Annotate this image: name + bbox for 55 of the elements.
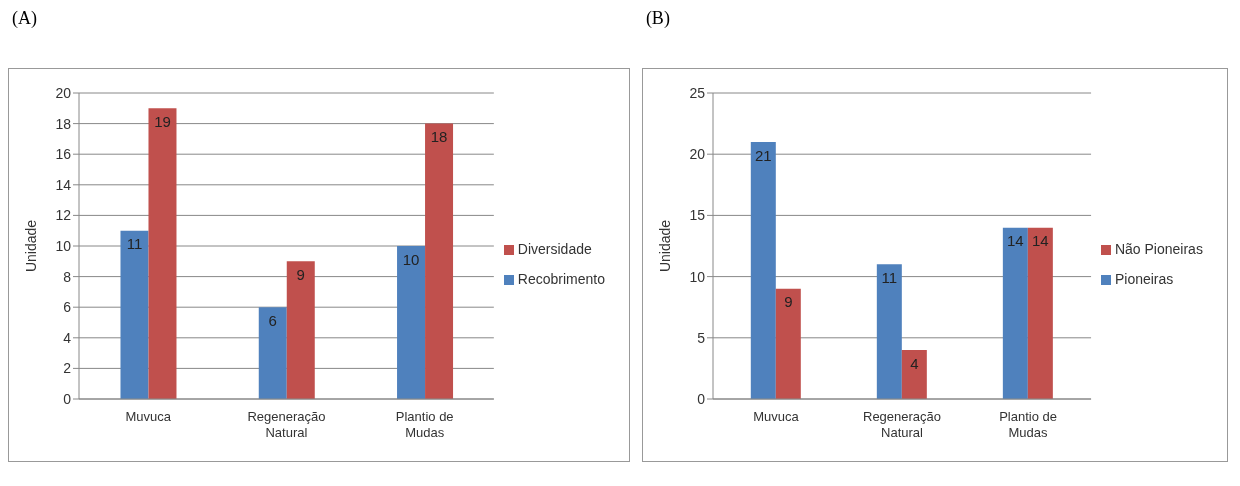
data-label: 14 — [1006, 232, 1024, 250]
y-tick-label: 8 — [63, 268, 72, 285]
y-tick-label: 16 — [55, 146, 72, 163]
data-label: 6 — [268, 311, 277, 329]
y-tick-label: 20 — [689, 146, 706, 163]
data-label: 4 — [910, 354, 919, 372]
y-tick-label: 20 — [55, 84, 72, 101]
bar — [901, 350, 927, 399]
data-label: 9 — [784, 293, 793, 311]
y-axis-title: Unidade — [22, 219, 39, 273]
bar — [148, 108, 177, 399]
y-tick-label: 2 — [63, 360, 72, 377]
bar — [750, 141, 776, 399]
bar — [876, 264, 902, 399]
legend-label: Não Pioneiras — [1114, 241, 1203, 257]
y-tick-label: 14 — [55, 176, 72, 193]
data-label: 19 — [154, 112, 171, 130]
x-tick-label: Regeneração Natural — [862, 409, 941, 440]
y-tick-label: 10 — [689, 268, 706, 285]
y-axis-title: Unidade — [656, 219, 673, 273]
x-tick-label: Plantio de Mudas — [999, 409, 1057, 440]
data-label: 11 — [126, 235, 143, 253]
y-tick-label: 15 — [689, 207, 706, 224]
data-label: 10 — [402, 250, 420, 268]
chart-title: (B) — [644, 8, 671, 30]
chart-title: (A) — [11, 8, 38, 30]
data-label: 14 — [1031, 232, 1049, 250]
bar — [1002, 227, 1028, 399]
y-tick-label: 12 — [55, 207, 72, 224]
y-tick-label: 25 — [689, 84, 706, 101]
data-label: 11 — [881, 269, 897, 287]
y-tick-label: 6 — [63, 299, 72, 316]
bar — [120, 230, 149, 399]
bar — [775, 288, 801, 399]
bar — [1027, 227, 1053, 399]
data-label: 9 — [296, 265, 305, 283]
data-label: 18 — [430, 128, 448, 146]
legend-label: Recobrimento — [517, 271, 605, 287]
bar — [397, 246, 426, 399]
bar — [286, 261, 315, 399]
legend-label: Diversidade — [517, 241, 592, 257]
data-label: 21 — [754, 146, 772, 164]
x-tick-label: Muvuca — [753, 409, 800, 424]
y-tick-label: 4 — [63, 329, 72, 346]
bar — [425, 123, 454, 399]
y-tick-label: 0 — [63, 390, 72, 407]
y-tick-label: 0 — [697, 390, 706, 407]
x-tick-label: Plantio de Mudas — [395, 409, 454, 440]
bar — [258, 307, 287, 399]
y-tick-label: 10 — [55, 237, 72, 254]
x-tick-label: Regeneração Natural — [247, 409, 326, 440]
y-tick-label: 18 — [55, 115, 72, 132]
y-tick-label: 5 — [697, 329, 706, 346]
x-tick-label: Muvuca — [125, 409, 172, 424]
legend-label: Pioneiras — [1114, 271, 1174, 287]
